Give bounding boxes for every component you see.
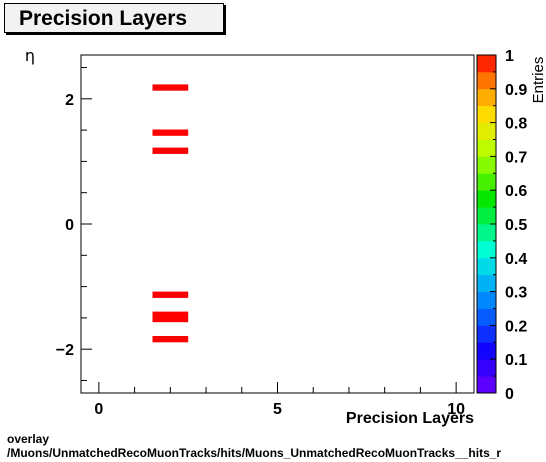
palette-swatch — [477, 156, 496, 174]
palette-swatch — [477, 342, 496, 360]
bins-layer — [152, 84, 189, 343]
ticks-layer: 0 5 10 −2 0 2 — [56, 67, 465, 418]
heatmap-bin — [152, 291, 189, 298]
z-tick-label: 0.7 — [505, 149, 527, 166]
y-tick-label: −2 — [56, 342, 74, 359]
palette-swatch — [477, 325, 496, 343]
palette-swatch — [477, 240, 496, 259]
z-axis-label: Entries — [530, 57, 546, 104]
z-tick-label: 0.9 — [505, 82, 527, 99]
palette-swatch — [477, 105, 496, 123]
footer-overlay-label: overlay — [7, 432, 50, 446]
palette-swatch — [477, 122, 496, 140]
palette-swatch — [477, 88, 496, 107]
color-palette: 0 0.1 0.2 0.3 0.4 0.5 0.6 0.7 0.8 0.9 1 — [476, 48, 527, 403]
palette-swatch — [477, 359, 496, 377]
palette-swatch — [477, 274, 496, 292]
z-tick-label: 0.1 — [505, 352, 527, 369]
palette-swatch — [477, 71, 496, 90]
x-tick-label: 5 — [273, 401, 282, 418]
palette-swatch — [477, 224, 496, 242]
x-tick-label: 0 — [94, 401, 103, 418]
y-tick-label: 2 — [65, 92, 74, 109]
palette-swatch — [477, 55, 496, 73]
palette-swatch — [477, 308, 496, 326]
heatmap-bin — [152, 129, 189, 136]
z-tick-label: 1 — [505, 48, 514, 65]
y-axis-label: η — [25, 46, 35, 65]
footer-histogram-path: /Muons/UnmatchedRecoMuonTracks/hits/Muon… — [7, 446, 502, 460]
palette-swatch — [477, 291, 496, 309]
z-tick-label: 0.2 — [505, 318, 527, 335]
x-tick-label: 10 — [447, 401, 465, 418]
heatmap-bin — [152, 84, 189, 91]
palette-swatch — [477, 207, 496, 225]
palette-swatch — [477, 257, 496, 276]
histogram-title: Precision Layers — [4, 3, 224, 33]
heatmap-bin — [152, 311, 189, 323]
z-tick-label: 0.4 — [505, 251, 527, 268]
palette-swatch — [477, 190, 496, 208]
heatmap-bin — [152, 147, 189, 154]
palette-swatch — [477, 139, 496, 157]
z-tick-label: 0.5 — [505, 217, 527, 234]
plot-frame — [80, 54, 475, 394]
z-tick-label: 0 — [505, 386, 514, 403]
z-tick-label: 0.8 — [505, 116, 527, 133]
palette-swatch — [477, 376, 496, 394]
heatmap-bin — [152, 336, 189, 343]
y-tick-label: 0 — [65, 217, 74, 234]
palette-swatch — [477, 173, 496, 191]
z-tick-label: 0.3 — [505, 285, 527, 302]
z-tick-label: 0.6 — [505, 183, 527, 200]
x-axis-label: Precision Layers — [346, 410, 474, 427]
